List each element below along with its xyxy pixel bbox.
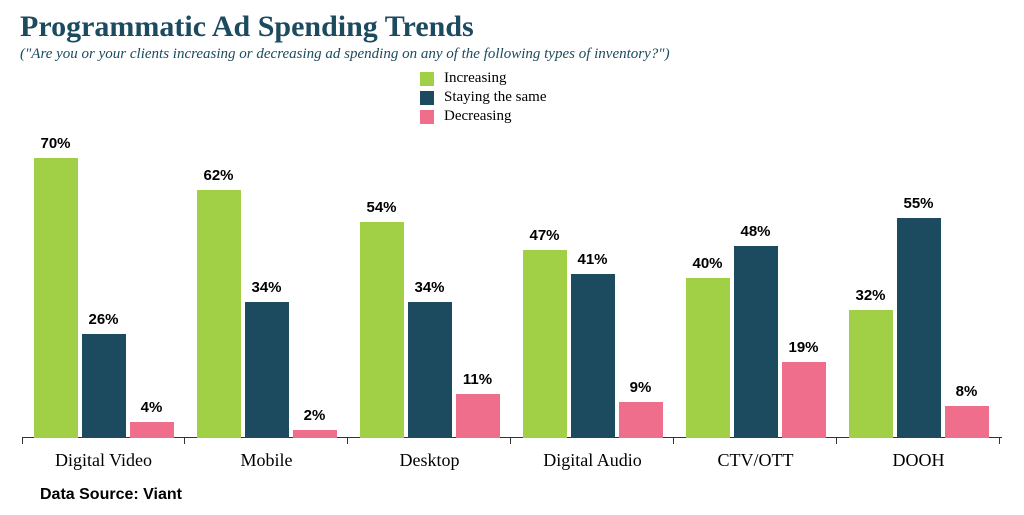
axis-tick bbox=[184, 438, 185, 444]
bar-value-label: 54% bbox=[360, 199, 404, 216]
axis-tick bbox=[510, 438, 511, 444]
category-group: 32%55%8%DOOH bbox=[837, 138, 1000, 438]
bar-value-label: 32% bbox=[849, 287, 893, 304]
bar-value-label: 70% bbox=[34, 135, 78, 152]
chart-subtitle: ("Are you or your clients increasing or … bbox=[20, 46, 1004, 63]
bar: 19% bbox=[782, 362, 826, 438]
bar-value-label: 4% bbox=[130, 399, 174, 416]
legend-item: Decreasing bbox=[420, 108, 546, 125]
bars: 54%34%11% bbox=[348, 138, 511, 438]
axis-tick bbox=[347, 438, 348, 444]
bars: 47%41%9% bbox=[511, 138, 674, 438]
legend-label: Staying the same bbox=[444, 89, 546, 106]
legend-label: Decreasing bbox=[444, 108, 511, 125]
bar-value-label: 11% bbox=[456, 371, 500, 388]
category-label: Digital Audio bbox=[511, 450, 674, 471]
axis-tick bbox=[999, 438, 1000, 444]
bar-value-label: 48% bbox=[734, 223, 778, 240]
category-label: Desktop bbox=[348, 450, 511, 471]
bar-value-label: 2% bbox=[293, 407, 337, 424]
category-label: DOOH bbox=[837, 450, 1000, 471]
bar: 9% bbox=[619, 402, 663, 438]
bar: 32% bbox=[849, 310, 893, 438]
legend-item: Staying the same bbox=[420, 89, 546, 106]
category-group: 62%34%2%Mobile bbox=[185, 138, 348, 438]
bar-value-label: 62% bbox=[197, 167, 241, 184]
bar: 34% bbox=[245, 302, 289, 438]
category-group: 70%26%4%Digital Video bbox=[22, 138, 185, 438]
legend-swatch bbox=[420, 110, 434, 124]
axis-tick bbox=[836, 438, 837, 444]
bar: 26% bbox=[82, 334, 126, 438]
axis-tick bbox=[673, 438, 674, 444]
legend-swatch bbox=[420, 91, 434, 105]
bars: 40%48%19% bbox=[674, 138, 837, 438]
bar: 62% bbox=[197, 190, 241, 438]
bar-value-label: 40% bbox=[686, 255, 730, 272]
bar-value-label: 34% bbox=[408, 279, 452, 296]
category-label: Digital Video bbox=[22, 450, 185, 471]
bar: 8% bbox=[945, 406, 989, 438]
legend-item: Increasing bbox=[420, 70, 546, 87]
bar: 34% bbox=[408, 302, 452, 438]
plot-area: 70%26%4%Digital Video62%34%2%Mobile54%34… bbox=[22, 138, 1002, 438]
bar: 41% bbox=[571, 274, 615, 438]
legend-label: Increasing bbox=[444, 70, 506, 87]
data-source: Data Source: Viant bbox=[40, 486, 182, 504]
bar-value-label: 55% bbox=[897, 195, 941, 212]
bar-value-label: 47% bbox=[523, 227, 567, 244]
category-label: Mobile bbox=[185, 450, 348, 471]
bar: 48% bbox=[734, 246, 778, 438]
bar-value-label: 34% bbox=[245, 279, 289, 296]
axis-tick bbox=[22, 438, 23, 444]
bar: 47% bbox=[523, 250, 567, 438]
bar-value-label: 8% bbox=[945, 383, 989, 400]
bar: 40% bbox=[686, 278, 730, 438]
bar-value-label: 41% bbox=[571, 251, 615, 268]
legend: Increasing Staying the same Decreasing bbox=[420, 70, 546, 127]
bars: 62%34%2% bbox=[185, 138, 348, 438]
category-label: CTV/OTT bbox=[674, 450, 837, 471]
bar: 70% bbox=[34, 158, 78, 438]
bar-value-label: 19% bbox=[782, 339, 826, 356]
chart-title: Programmatic Ad Spending Trends bbox=[20, 10, 1004, 44]
bar: 55% bbox=[897, 218, 941, 438]
bar-value-label: 9% bbox=[619, 379, 663, 396]
category-group: 47%41%9%Digital Audio bbox=[511, 138, 674, 438]
bar: 4% bbox=[130, 422, 174, 438]
category-group: 40%48%19%CTV/OTT bbox=[674, 138, 837, 438]
bars: 32%55%8% bbox=[837, 138, 1000, 438]
category-group: 54%34%11%Desktop bbox=[348, 138, 511, 438]
bar-value-label: 26% bbox=[82, 311, 126, 328]
bar: 2% bbox=[293, 430, 337, 438]
bars: 70%26%4% bbox=[22, 138, 185, 438]
legend-swatch bbox=[420, 72, 434, 86]
chart-container: Programmatic Ad Spending Trends ("Are yo… bbox=[0, 0, 1024, 515]
bar: 11% bbox=[456, 394, 500, 438]
bar: 54% bbox=[360, 222, 404, 438]
